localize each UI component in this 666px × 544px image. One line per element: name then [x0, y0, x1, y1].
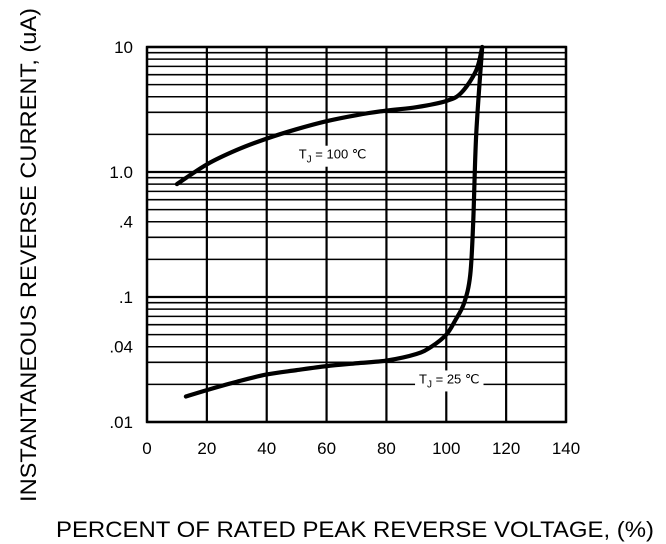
y-tick-label: .04	[109, 338, 133, 357]
x-tick-label: 140	[552, 439, 580, 458]
tick-labels: 0 20 40 60 80 100 120 140 .01 .04 .1 .4 1.0 10	[109, 38, 580, 458]
series-line-2	[183, 44, 485, 399]
x-tick-label: 0	[142, 439, 151, 458]
annotation-2: TJ = 25 ℃	[415, 370, 484, 392]
annotation-text: TJ = 100 ℃	[299, 147, 367, 166]
y-tick-label: .1	[119, 288, 133, 307]
annotations: TJ = 100 ℃TJ = 25 ℃	[294, 145, 484, 392]
y-axis-title: INSTANTANEOUS REVERSE CURRENT, (uA)	[16, 8, 41, 502]
y-tick-label: 1.0	[109, 163, 133, 182]
x-tick-label: 60	[317, 439, 336, 458]
annotation-text: TJ = 25 ℃	[419, 371, 479, 390]
series-line-1	[174, 44, 485, 187]
y-tick-label: .4	[119, 213, 133, 232]
x-tick-label: 100	[432, 439, 460, 458]
y-tick-label: 10	[114, 38, 133, 57]
grid	[145, 45, 568, 424]
annotation-main: T	[419, 371, 427, 386]
annotation-background	[294, 145, 371, 167]
y-tick-label: .01	[109, 413, 133, 432]
x-tick-label: 120	[492, 439, 520, 458]
x-tick-label: 80	[377, 439, 396, 458]
plot-frame	[145, 45, 568, 424]
annotation-subscript: J	[307, 155, 312, 166]
annotation-background	[415, 370, 484, 392]
annotation-1: TJ = 100 ℃	[294, 145, 371, 167]
annotation-subscript: J	[427, 379, 432, 390]
x-tick-label: 40	[257, 439, 276, 458]
annotation-main: T	[299, 147, 307, 162]
annotation-rest: = 100 ℃	[312, 147, 367, 162]
annotation-rest: = 25 ℃	[432, 371, 480, 386]
x-axis-title: PERCENT OF RATED PEAK REVERSE VOLTAGE, (…	[56, 517, 654, 542]
series-layer	[174, 44, 485, 399]
x-tick-label: 20	[197, 439, 216, 458]
